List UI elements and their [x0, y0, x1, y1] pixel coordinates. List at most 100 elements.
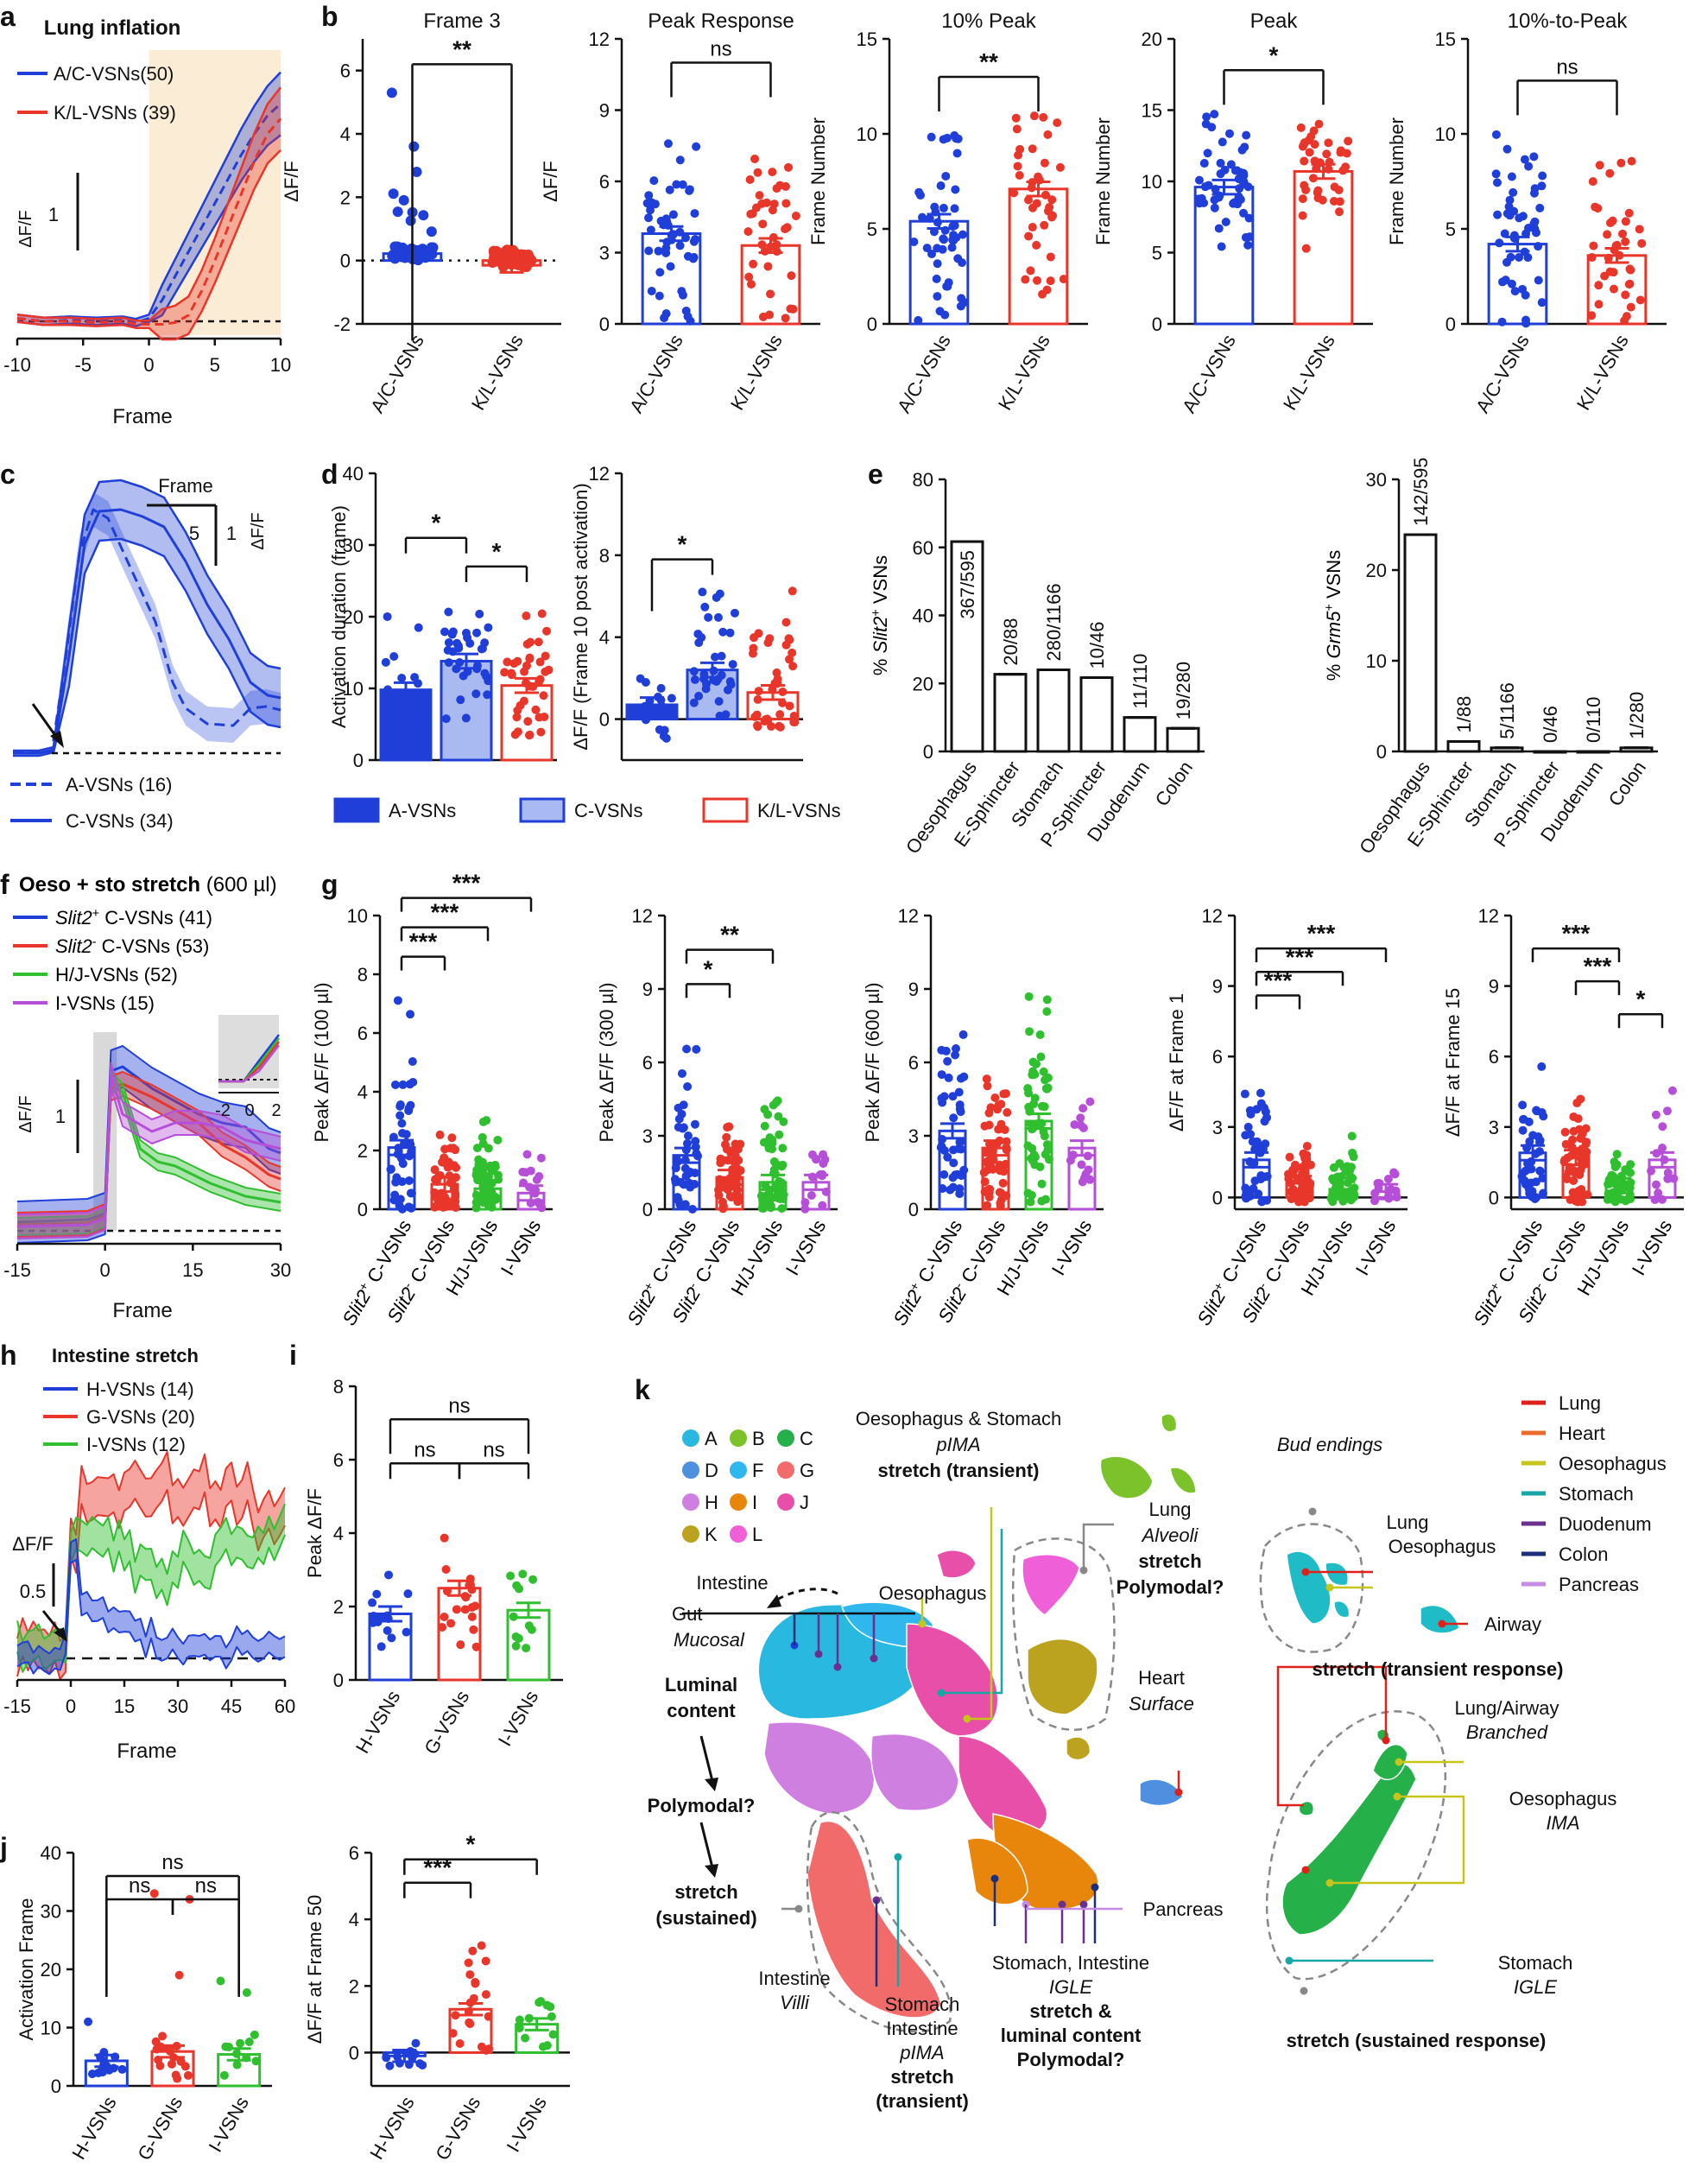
k-label: Oesophagus: [1509, 1788, 1617, 1810]
data-point: [644, 191, 654, 200]
data-point: [372, 1589, 382, 1599]
data-point: [1521, 1166, 1530, 1176]
k-label: Duodenum: [1559, 1513, 1652, 1535]
legend-entry: C-VSNs: [574, 800, 642, 821]
k-label: Alveoli: [1141, 1524, 1199, 1546]
x-category-label: Colon: [1604, 757, 1650, 810]
data-point: [401, 713, 410, 722]
data-point: [437, 1157, 446, 1167]
bar: [641, 232, 702, 326]
data-point: [1568, 1188, 1578, 1197]
data-point: [515, 1584, 524, 1594]
k-label: Oesophagus: [879, 1582, 987, 1604]
data-point: [958, 258, 967, 268]
data-point: [694, 691, 704, 700]
data-point: [522, 639, 532, 649]
panel-a-title: Lung inflation: [44, 16, 181, 40]
data-point: [368, 1598, 377, 1607]
data-point: [453, 641, 463, 650]
data-point: [1347, 1131, 1357, 1141]
data-point: [753, 720, 762, 730]
inset-tick-label: 2: [271, 1101, 281, 1120]
data-point: [1301, 244, 1311, 253]
data-point: [448, 2029, 458, 2038]
data-point: [956, 1074, 965, 1083]
panel-letter-b: b: [321, 1, 338, 32]
data-point: [753, 694, 762, 704]
data-point: [746, 280, 756, 289]
data-point: [440, 1533, 449, 1543]
data-point: [472, 1144, 482, 1153]
bar: [1079, 676, 1114, 753]
data-point: [1491, 130, 1501, 139]
data-point: [682, 1044, 692, 1054]
data-point: [704, 612, 713, 622]
k-label: H: [705, 1492, 718, 1513]
data-point: [1535, 203, 1545, 212]
k-label: J: [800, 1492, 809, 1513]
data-point: [1258, 1143, 1268, 1152]
sig-label: **: [979, 48, 998, 75]
data-point: [672, 180, 681, 189]
group-bud: [1259, 1523, 1364, 1653]
cluster-airway: [1420, 1604, 1460, 1634]
cluster-L: [1022, 1554, 1080, 1616]
data-point: [715, 1175, 724, 1184]
y-tick-label: 10: [41, 2018, 61, 2039]
inset-tick-label: -2: [215, 1101, 231, 1120]
data-point: [511, 1632, 521, 1641]
data-point: [758, 1195, 768, 1205]
y-tick-label: 3: [908, 1125, 919, 1147]
data-point: [1314, 119, 1324, 129]
y-axis-label: Peak ΔF/F: [304, 1488, 326, 1578]
data-point: [465, 1970, 475, 1980]
data-point: [730, 608, 739, 618]
y-axis-label: Peak ΔF/F (300 µl): [596, 982, 617, 1142]
data-point: [1535, 1167, 1545, 1176]
data-point: [471, 1977, 480, 1987]
data-point: [723, 1156, 732, 1165]
data-point: [1037, 1101, 1047, 1111]
x-category-label: K/L-VSNs: [467, 331, 528, 414]
data-point: [1040, 158, 1049, 168]
data-point: [949, 236, 958, 245]
data-point: [716, 1158, 725, 1168]
data-point: [925, 213, 934, 223]
data-point: [158, 2031, 168, 2041]
data-point: [760, 717, 769, 726]
data-point: [819, 1159, 828, 1169]
data-point: [938, 244, 947, 254]
sig-label: ns: [161, 1851, 183, 1874]
cluster-H2: [870, 1733, 959, 1811]
data-point: [439, 1202, 448, 1212]
data-point: [693, 629, 703, 638]
data-point: [1507, 172, 1516, 181]
data-point: [949, 1158, 958, 1168]
data-point: [440, 627, 450, 637]
k-label: Polymodal?: [1017, 2049, 1125, 2070]
cluster-bud-3: [1333, 1600, 1351, 1619]
scale-label: ΔF/F: [12, 1533, 54, 1555]
data-point: [1047, 195, 1057, 205]
data-point: [728, 660, 737, 669]
panel-letter-a: a: [0, 1, 16, 32]
data-point: [1079, 1123, 1088, 1132]
sig-label: ***: [1584, 953, 1612, 979]
data-point: [916, 191, 926, 200]
x-category-label: A/C-VSNs: [1178, 331, 1240, 416]
data-point: [1521, 315, 1531, 325]
data-point: [1313, 186, 1323, 195]
data-point: [671, 1163, 680, 1173]
cluster-swatch: [730, 1429, 747, 1447]
arrow-head-icon: [767, 1594, 781, 1608]
data-point: [515, 2023, 524, 2032]
data-point: [668, 210, 678, 219]
data-point: [1518, 212, 1528, 221]
y-axis-label: Activation Frame: [16, 1898, 37, 2040]
data-point: [1538, 1173, 1547, 1182]
y-tick-label: 20: [343, 606, 364, 628]
data-point: [1042, 1007, 1052, 1017]
data-point: [1043, 1145, 1053, 1155]
legend-entry: I-VSNs (15): [55, 992, 155, 1014]
data-point: [407, 1188, 416, 1198]
